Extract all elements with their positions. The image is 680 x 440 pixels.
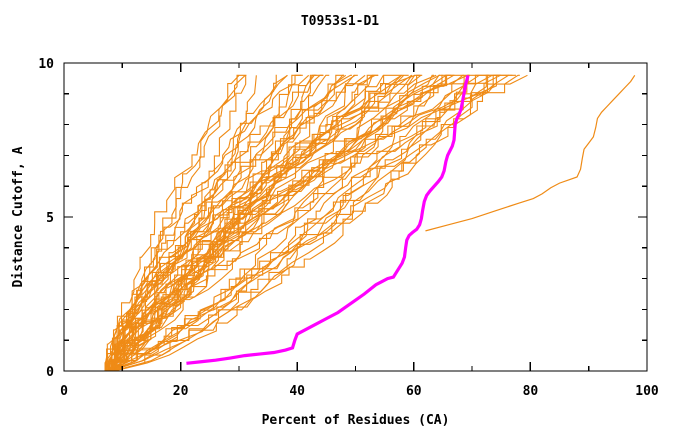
axis-labels-layer: 0 20 40 60 80 100 0 5 10 Percent of Residues (CA)… [11,57,659,428]
ensemble-curve [107,74,528,371]
ensemble-curve [108,74,464,371]
ensemble-curve [105,74,421,371]
ensemble-curve [104,74,441,371]
ensemble-curve [106,74,470,371]
ensemble-curve [108,74,316,372]
ensemble-curve [107,74,413,372]
y-axis-title: Distance Cutoff, A [11,146,26,287]
y-tick-label: 10 [38,57,54,72]
x-tick-label: 20 [173,384,189,399]
ensemble-curve [113,74,501,372]
y-tick-label: 5 [46,211,54,226]
ensemble-curve [113,74,447,372]
x-tick-label: 80 [523,384,539,399]
axis-layer [63,62,648,372]
page-title: T0953s1-D1 [300,14,380,29]
x-tick-label: 0 [60,384,68,399]
ensemble-curve [106,74,422,372]
ensemble-curve [104,74,317,372]
x-axis-title: Percent of Residues (CA) [262,413,450,428]
x-tick-label: 40 [289,384,305,399]
outlier-series-line [425,74,636,232]
x-tick-label: 60 [406,384,422,399]
ensemble-curve [111,74,437,372]
ensemble-curve [110,74,520,371]
ensemble-curve [110,74,373,371]
ensemble-curve [113,74,303,371]
ensemble-curve [112,74,247,372]
ensemble-curve [112,74,501,371]
ensemble-curve [104,74,516,372]
y-tick-label: 0 [46,365,54,380]
ensemble-curve [109,74,489,372]
highlight-series-line [186,74,470,365]
ensemble-curve [105,74,435,371]
x-tick-label: 100 [635,384,659,399]
ensemble-curve [109,74,452,371]
ensemble-curve [108,74,489,372]
ensemble-curve [113,74,493,372]
series-layer [104,74,636,372]
